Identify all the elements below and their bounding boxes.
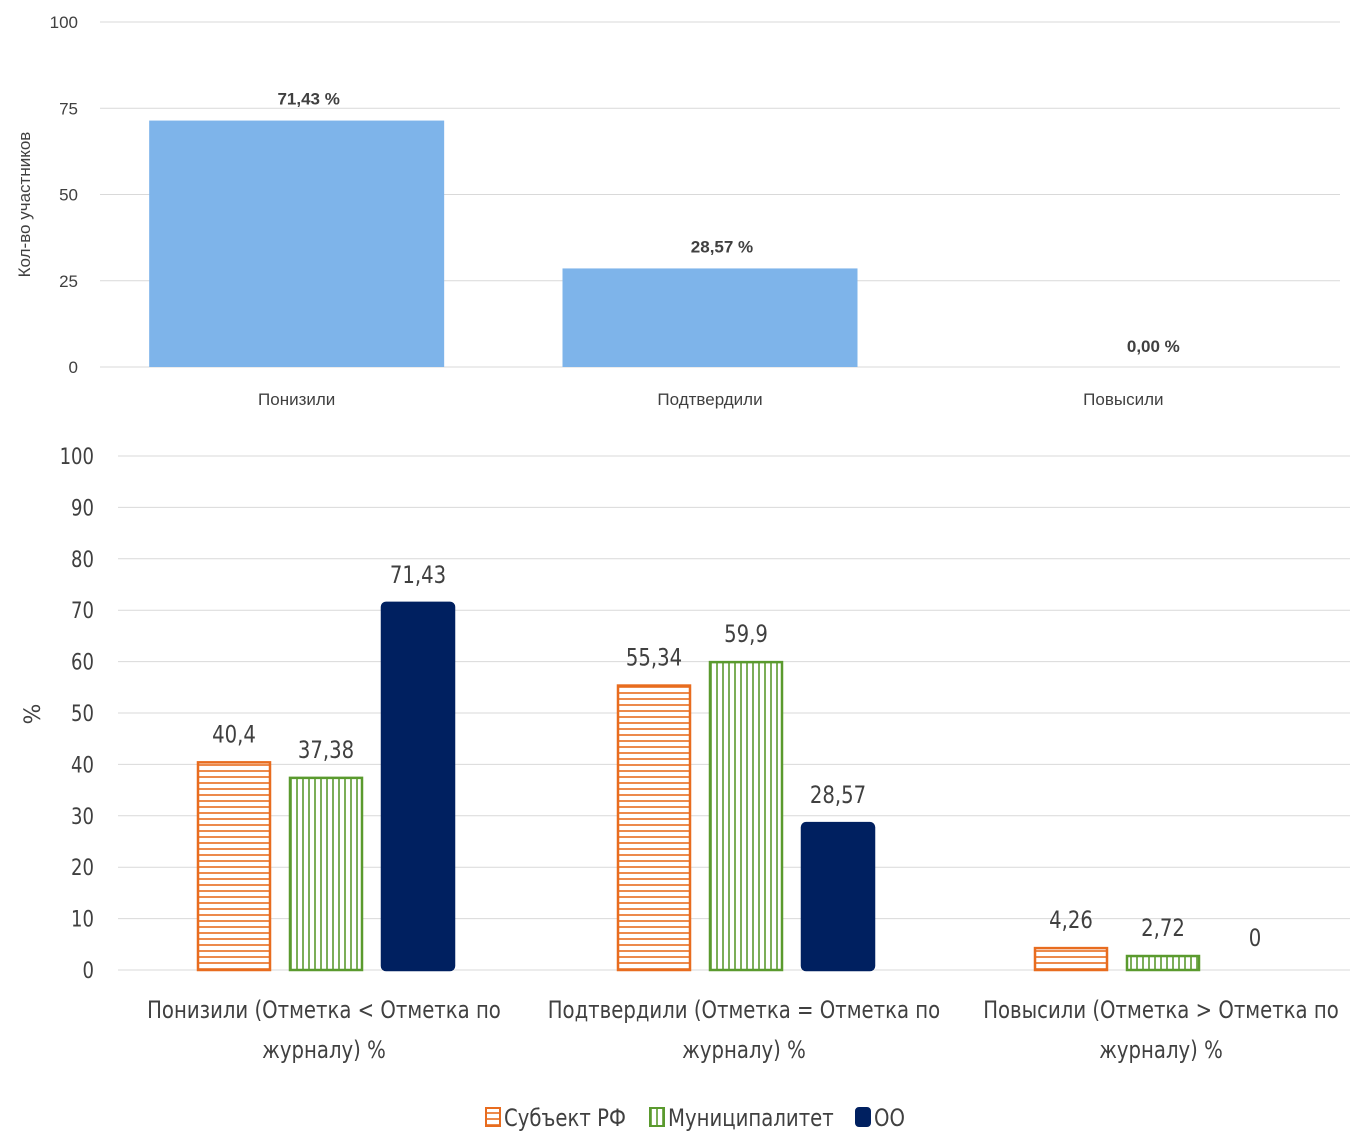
y-tick-label: 40	[71, 752, 94, 778]
x-tick-label: журналу) %	[262, 1037, 386, 1064]
bar	[616, 684, 692, 972]
bar	[288, 776, 364, 972]
data-label: 71,43	[390, 562, 446, 589]
x-tick-label: Подтвердили (Отметка = Отметка по	[548, 997, 940, 1024]
y-tick-label: 25	[59, 272, 78, 291]
data-label: 40,4	[212, 722, 256, 749]
bar	[380, 601, 456, 972]
y-tick-label: 70	[71, 597, 94, 623]
x-tick-label: Подтвердили	[657, 390, 762, 409]
x-tick-label: Повысили (Отметка > Отметка по	[983, 997, 1339, 1024]
data-label: 37,38	[298, 737, 354, 764]
bar	[1125, 954, 1201, 972]
y-tick-label: 50	[59, 186, 78, 205]
y-tick-label: 60	[71, 649, 94, 675]
bar	[562, 268, 858, 367]
y-tick-label: 90	[71, 495, 94, 521]
y-tick-label: 0	[69, 358, 78, 377]
data-label: 2,72	[1141, 915, 1185, 942]
legend-label: Муниципалитет	[668, 1105, 834, 1132]
legend-swatch	[855, 1107, 871, 1127]
y-tick-label: 100	[60, 443, 94, 469]
legend-label: Субъект РФ	[504, 1105, 626, 1132]
bar	[196, 761, 272, 972]
legend-label: ОО	[874, 1105, 905, 1132]
y-tick-label: 50	[71, 700, 94, 726]
data-label: 4,26	[1049, 907, 1093, 934]
y-axis-title: Кол-во участников	[15, 132, 34, 278]
bar	[708, 660, 784, 972]
y-tick-label: 10	[71, 906, 94, 932]
y-tick-label: 100	[50, 13, 78, 32]
y-tick-label: 20	[71, 854, 94, 880]
participants-bar-chart: 0 25 50 75 100 Кол-во участников 71,43 % Понизи…	[15, 13, 1340, 409]
y-tick-label: 30	[71, 803, 94, 829]
data-label: 71,43 %	[277, 90, 339, 109]
y-tick-label: 0	[83, 957, 94, 983]
data-label: 28,57 %	[691, 237, 753, 256]
x-tick-label: журналу) %	[682, 1037, 806, 1064]
x-tick-label: Понизили	[258, 390, 335, 409]
data-label: 59,9	[724, 621, 768, 648]
bar	[800, 821, 876, 972]
bar	[1033, 946, 1109, 972]
x-tick-label: Повысили	[1083, 390, 1163, 409]
y-tick-label: 75	[59, 99, 78, 118]
data-label: 28,57	[810, 782, 866, 809]
y-tick-label: 80	[71, 546, 94, 572]
data-label: 55,34	[626, 645, 682, 672]
legend-swatch	[485, 1107, 501, 1127]
y-axis-title: %	[21, 704, 46, 725]
legend-swatch	[649, 1107, 665, 1127]
x-tick-label: Понизили (Отметка < Отметка по	[147, 997, 501, 1024]
data-label: 0	[1249, 925, 1262, 952]
data-label: 0,00 %	[1127, 337, 1180, 356]
x-tick-label: журналу) %	[1099, 1037, 1223, 1064]
bar	[149, 120, 445, 367]
